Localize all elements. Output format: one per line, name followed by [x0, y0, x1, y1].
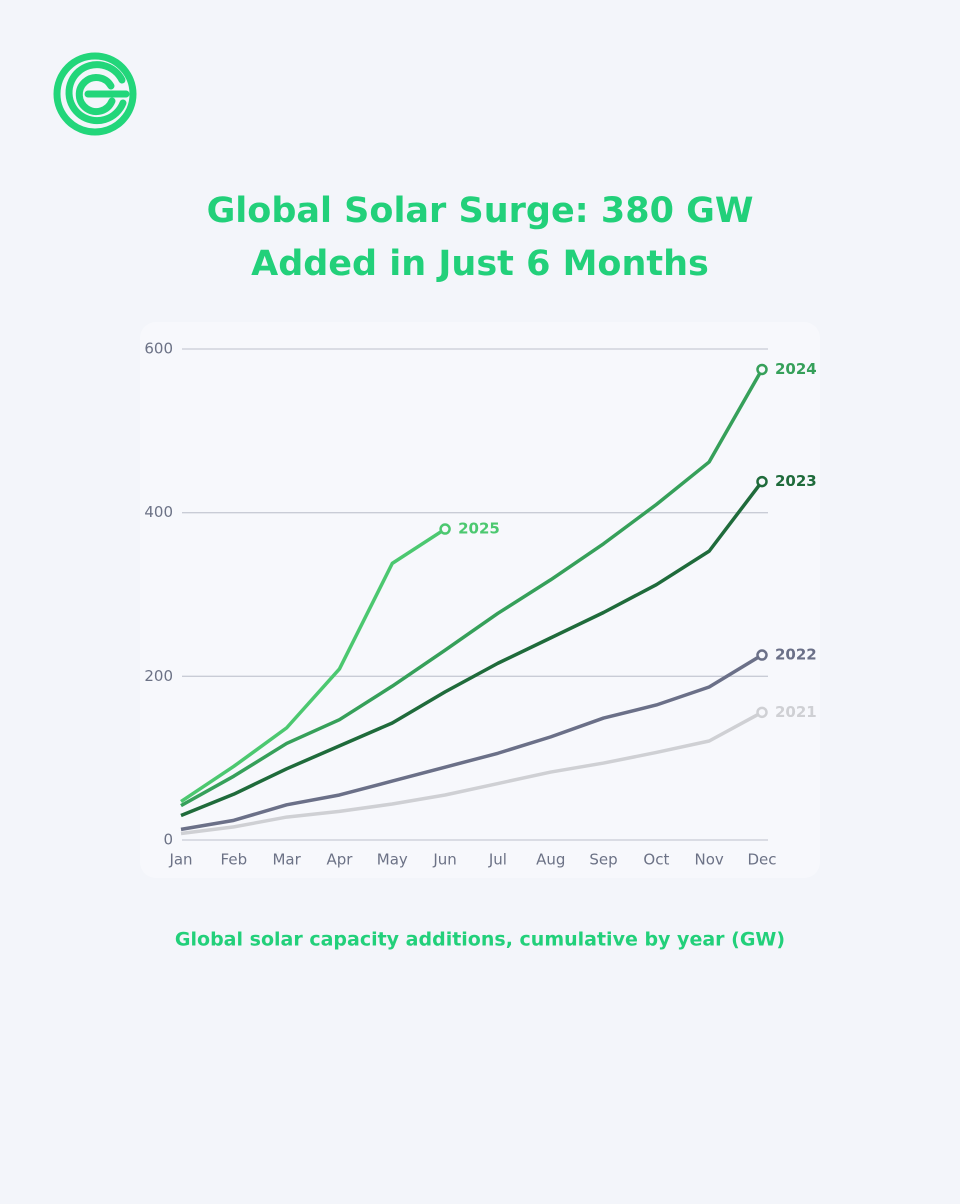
x-tick-label: Feb — [221, 851, 248, 869]
series-label: 2023 — [775, 472, 817, 490]
series-line — [180, 710, 763, 836]
end-marker — [439, 523, 451, 535]
series-label: 2025 — [458, 520, 500, 538]
series-label: 2024 — [775, 360, 817, 378]
series-label: 2021 — [775, 703, 817, 721]
series-line — [180, 368, 764, 808]
y-tick-label: 400 — [144, 503, 173, 521]
end-marker — [756, 706, 768, 719]
x-tick-label: May — [377, 851, 408, 869]
x-tick-label: Mar — [272, 851, 301, 869]
x-tick-label: Jul — [488, 851, 507, 869]
y-tick-label: 600 — [144, 340, 173, 358]
y-tick-label: 0 — [163, 831, 173, 849]
chart-title: Global Solar Surge: 380 GW — [207, 191, 754, 231]
x-tick-label: Jun — [432, 851, 456, 869]
chart-title: Added in Just 6 Months — [251, 244, 709, 284]
x-tick-label: Nov — [695, 851, 724, 869]
chart-card — [140, 322, 820, 878]
end-marker — [756, 649, 768, 661]
x-tick-label: Sep — [589, 851, 617, 869]
end-marker — [756, 475, 768, 488]
x-tick-label: Jan — [168, 851, 192, 869]
x-tick-label: Dec — [747, 851, 776, 869]
x-tick-label: Apr — [326, 851, 353, 869]
series-line — [180, 653, 763, 832]
chart-subtitle: Global solar capacity additions, cumulat… — [175, 929, 785, 951]
end-marker — [756, 363, 768, 376]
series-line — [180, 527, 447, 803]
logo — [53, 52, 137, 136]
series-label: 2022 — [775, 646, 817, 664]
y-tick-label: 200 — [144, 667, 173, 685]
x-tick-label: Aug — [536, 851, 565, 869]
x-tick-label: Oct — [643, 851, 669, 869]
series-line — [180, 480, 764, 818]
